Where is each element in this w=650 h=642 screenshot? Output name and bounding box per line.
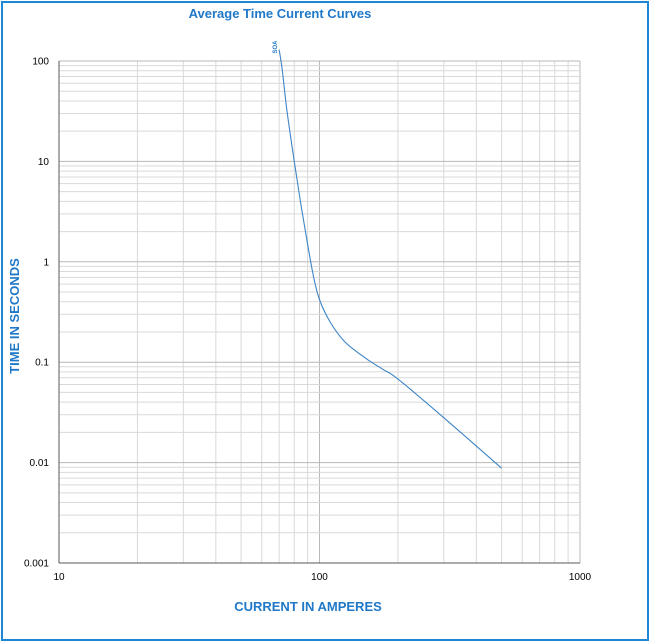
y-tick-label: 0.01 xyxy=(30,458,50,469)
y-tick-label: 0.1 xyxy=(35,358,49,369)
x-tick-label: 10 xyxy=(53,572,65,583)
series-group: SOA xyxy=(273,40,502,469)
y-tick-label: 1 xyxy=(43,257,49,268)
y-tick-label: 0.001 xyxy=(24,559,49,570)
tick-labels: 10 100 1000 100 10 1 0.1 0.01 0.001 xyxy=(24,57,592,584)
y-tick-label: 100 xyxy=(32,57,49,68)
x-tick-label: 100 xyxy=(311,572,328,583)
chart-title: Average Time Current Curves xyxy=(189,6,372,21)
series-line-soa xyxy=(278,49,502,469)
y-tick-label: 10 xyxy=(38,157,50,168)
grid xyxy=(58,60,581,564)
y-axis-title: TIME IN SECONDS xyxy=(7,258,22,374)
x-axis-title: CURRENT IN AMPERES xyxy=(234,599,382,614)
x-tick-label: 1000 xyxy=(569,572,592,583)
series-label: SOA xyxy=(273,40,279,54)
